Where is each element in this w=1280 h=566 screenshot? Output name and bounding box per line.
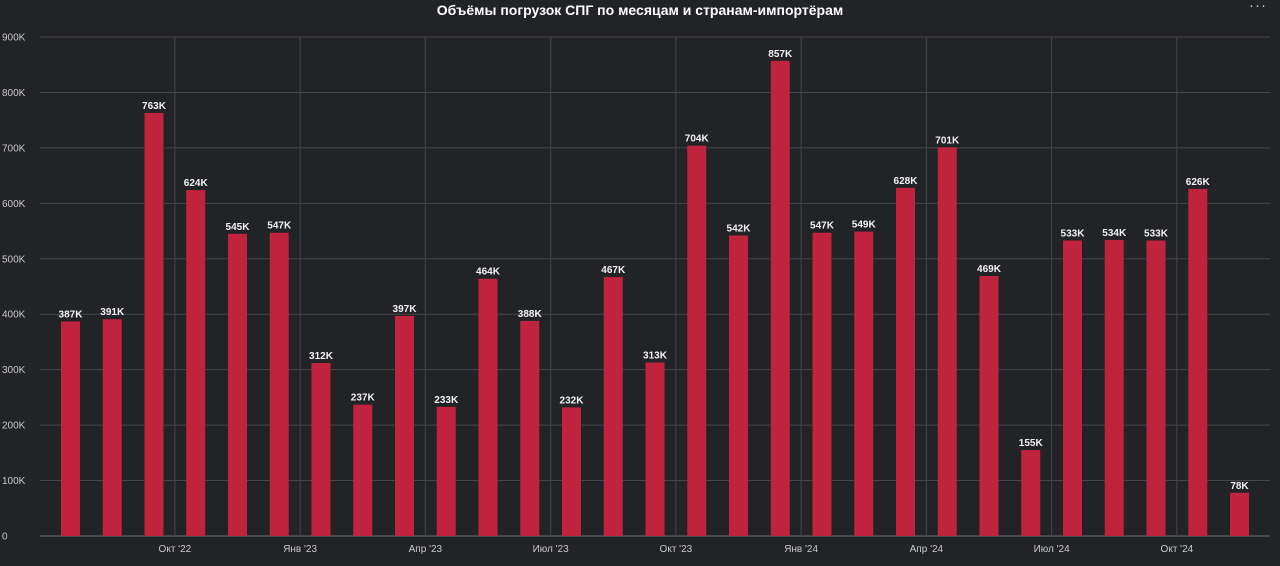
data-label: 857K: [768, 49, 793, 60]
x-tick-label: Окт '22: [159, 544, 192, 555]
axis-layer: 0 100K 200K 300K 400K 500K 600K 700K 800K 900K Окт…: [2, 33, 1194, 556]
bar[interactable]: [854, 231, 874, 537]
data-label: 232K: [560, 395, 585, 406]
data-label: 545K: [226, 222, 251, 233]
y-tick-label: 100K: [2, 476, 26, 487]
x-tick-label: Апр '23: [409, 544, 443, 555]
data-label: 388K: [518, 309, 543, 320]
bar[interactable]: [478, 278, 498, 536]
data-label: 155K: [1019, 438, 1044, 449]
data-label: 387K: [59, 309, 84, 320]
data-label: 626K: [1186, 177, 1211, 188]
y-tick-label: 900K: [2, 33, 26, 44]
x-tick-label: Апр '24: [910, 544, 944, 555]
bar[interactable]: [353, 404, 373, 536]
x-tick-label: Июл '24: [1034, 544, 1071, 555]
x-tick-label: Июл '23: [533, 544, 570, 555]
labels-layer: 387K 391K 763K 624K 545K 547K 312K 237K 397K 233K…: [59, 49, 1250, 492]
x-tick-label: Окт '24: [1161, 544, 1194, 555]
y-tick-label: 600K: [2, 199, 26, 210]
bar[interactable]: [896, 187, 915, 536]
bar[interactable]: [603, 277, 623, 536]
chart-title: Объёмы погрузок СПГ по месяцам и странам…: [436, 2, 844, 18]
data-label: 624K: [184, 178, 209, 189]
bar[interactable]: [61, 321, 80, 536]
bar[interactable]: [645, 362, 665, 536]
bar[interactable]: [520, 320, 540, 536]
bar[interactable]: [269, 232, 289, 537]
data-label: 542K: [727, 223, 752, 234]
bar[interactable]: [1146, 240, 1166, 536]
data-label: 549K: [852, 220, 877, 231]
data-label: 397K: [393, 304, 418, 315]
y-tick-label: 500K: [2, 254, 26, 265]
bar[interactable]: [979, 275, 999, 536]
data-label: 534K: [1102, 228, 1127, 239]
data-label: 628K: [894, 176, 919, 187]
data-label: 312K: [309, 351, 334, 362]
bar[interactable]: [562, 407, 581, 536]
bar[interactable]: [436, 406, 456, 536]
data-label: 701K: [935, 135, 960, 146]
y-tick-label: 200K: [2, 421, 26, 432]
data-label: 233K: [434, 395, 459, 406]
y-tick-label: 400K: [2, 310, 26, 321]
more-horizontal-icon[interactable]: ···: [1249, 0, 1267, 14]
data-label: 763K: [142, 101, 167, 112]
bar[interactable]: [144, 112, 164, 536]
bar[interactable]: [937, 147, 957, 536]
x-tick-label: Янв '24: [784, 544, 818, 555]
x-tick-label: Янв '23: [283, 544, 317, 555]
data-label: 237K: [351, 393, 376, 404]
y-tick-label: 800K: [2, 88, 26, 99]
data-label: 391K: [100, 307, 125, 318]
x-tick-label: Окт '23: [660, 544, 693, 555]
data-label: 533K: [1144, 228, 1169, 239]
data-label: 467K: [601, 265, 626, 276]
bar[interactable]: [812, 232, 832, 537]
bars-layer: [61, 60, 1249, 537]
bar[interactable]: [395, 315, 414, 536]
bar[interactable]: [770, 60, 790, 536]
data-label: 547K: [267, 221, 292, 232]
bar[interactable]: [1230, 492, 1249, 536]
bar[interactable]: [1063, 240, 1082, 536]
bar[interactable]: [1021, 450, 1041, 536]
bar[interactable]: [1104, 239, 1124, 536]
bar[interactable]: [1188, 188, 1208, 536]
bar[interactable]: [311, 363, 331, 536]
data-label: 704K: [685, 134, 710, 145]
y-tick-label: 300K: [2, 365, 26, 376]
bar[interactable]: [687, 145, 707, 536]
bar[interactable]: [729, 235, 748, 537]
y-tick-label: 700K: [2, 143, 26, 154]
bar[interactable]: [102, 319, 122, 536]
data-label: 78K: [1230, 481, 1249, 492]
y-tick-label: 0: [2, 532, 8, 543]
data-label: 547K: [810, 221, 835, 232]
data-label: 464K: [476, 267, 501, 278]
data-label: 533K: [1061, 228, 1086, 239]
bar[interactable]: [228, 233, 247, 537]
data-label: 313K: [643, 350, 668, 361]
data-label: 469K: [977, 264, 1002, 275]
bar[interactable]: [186, 190, 206, 536]
